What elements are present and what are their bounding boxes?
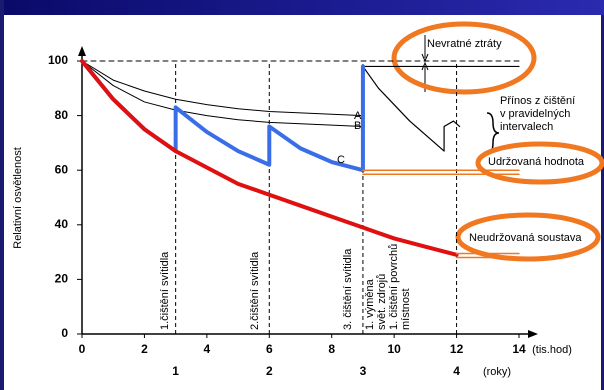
annotation: Udržovaná hodnota xyxy=(488,156,585,168)
annotation: místnost xyxy=(400,288,412,330)
x-tick-label: 4 xyxy=(204,342,211,356)
highlight xyxy=(391,21,537,95)
annotation: intervalech xyxy=(500,121,553,133)
y-tick-label: 40 xyxy=(55,217,69,231)
line-series xyxy=(81,60,364,128)
annotation: v pravidelných xyxy=(500,108,570,120)
y-tick-label: 20 xyxy=(55,272,69,286)
x2-tick-label: 3 xyxy=(360,364,367,378)
x-tick-label: 10 xyxy=(387,342,401,356)
annotation: 1. čištění povrchů xyxy=(388,244,400,330)
line-series xyxy=(362,65,461,152)
x-tick-label: 14 xyxy=(512,342,526,356)
line-series xyxy=(80,59,459,257)
brace xyxy=(486,112,500,154)
y-axis-label: Relativní osvětlenost xyxy=(12,147,24,249)
annotation: C xyxy=(337,154,345,166)
x-axis-label: (tis.hod) xyxy=(532,344,572,356)
x-tick-label: 6 xyxy=(266,342,273,356)
arrow-head xyxy=(421,61,429,71)
x2-axis-label: (roky) xyxy=(483,366,511,378)
top-bar xyxy=(4,0,604,15)
x2-tick-label: 4 xyxy=(453,364,460,378)
annotation: Neudržovaná soustava xyxy=(469,232,582,244)
decorations xyxy=(78,21,604,338)
highlight xyxy=(455,212,601,262)
x-tick-label: 12 xyxy=(450,342,464,356)
x2-tick-label: 1 xyxy=(172,364,179,378)
y-tick-label: 80 xyxy=(55,108,69,122)
y-tick-label: 0 xyxy=(61,326,68,340)
x-tick-label: 2 xyxy=(141,342,148,356)
annotation: svět. zdrojů xyxy=(376,274,388,330)
highlight xyxy=(475,141,604,185)
annotation: A xyxy=(354,110,362,122)
y-tick-label: 60 xyxy=(55,162,69,176)
line-series xyxy=(81,60,364,117)
annotation: 3. čištění svítidla xyxy=(342,248,354,330)
annotation: Nevratné ztráty xyxy=(427,38,502,50)
annotation: Přínos z čištění xyxy=(500,95,575,107)
y-tick-label: 100 xyxy=(48,53,68,67)
annotation: 1. výměna xyxy=(364,278,376,330)
x2-tick-label: 2 xyxy=(266,364,273,378)
annotation: B xyxy=(354,120,361,132)
y-arrow xyxy=(78,46,86,56)
annotation: 2.čištění svítidla xyxy=(249,251,261,330)
x-tick-label: 8 xyxy=(328,342,335,356)
x-tick-label: 0 xyxy=(79,342,86,356)
x-arrow xyxy=(528,330,538,338)
annotation: 1.čištění svítidla xyxy=(159,251,171,330)
